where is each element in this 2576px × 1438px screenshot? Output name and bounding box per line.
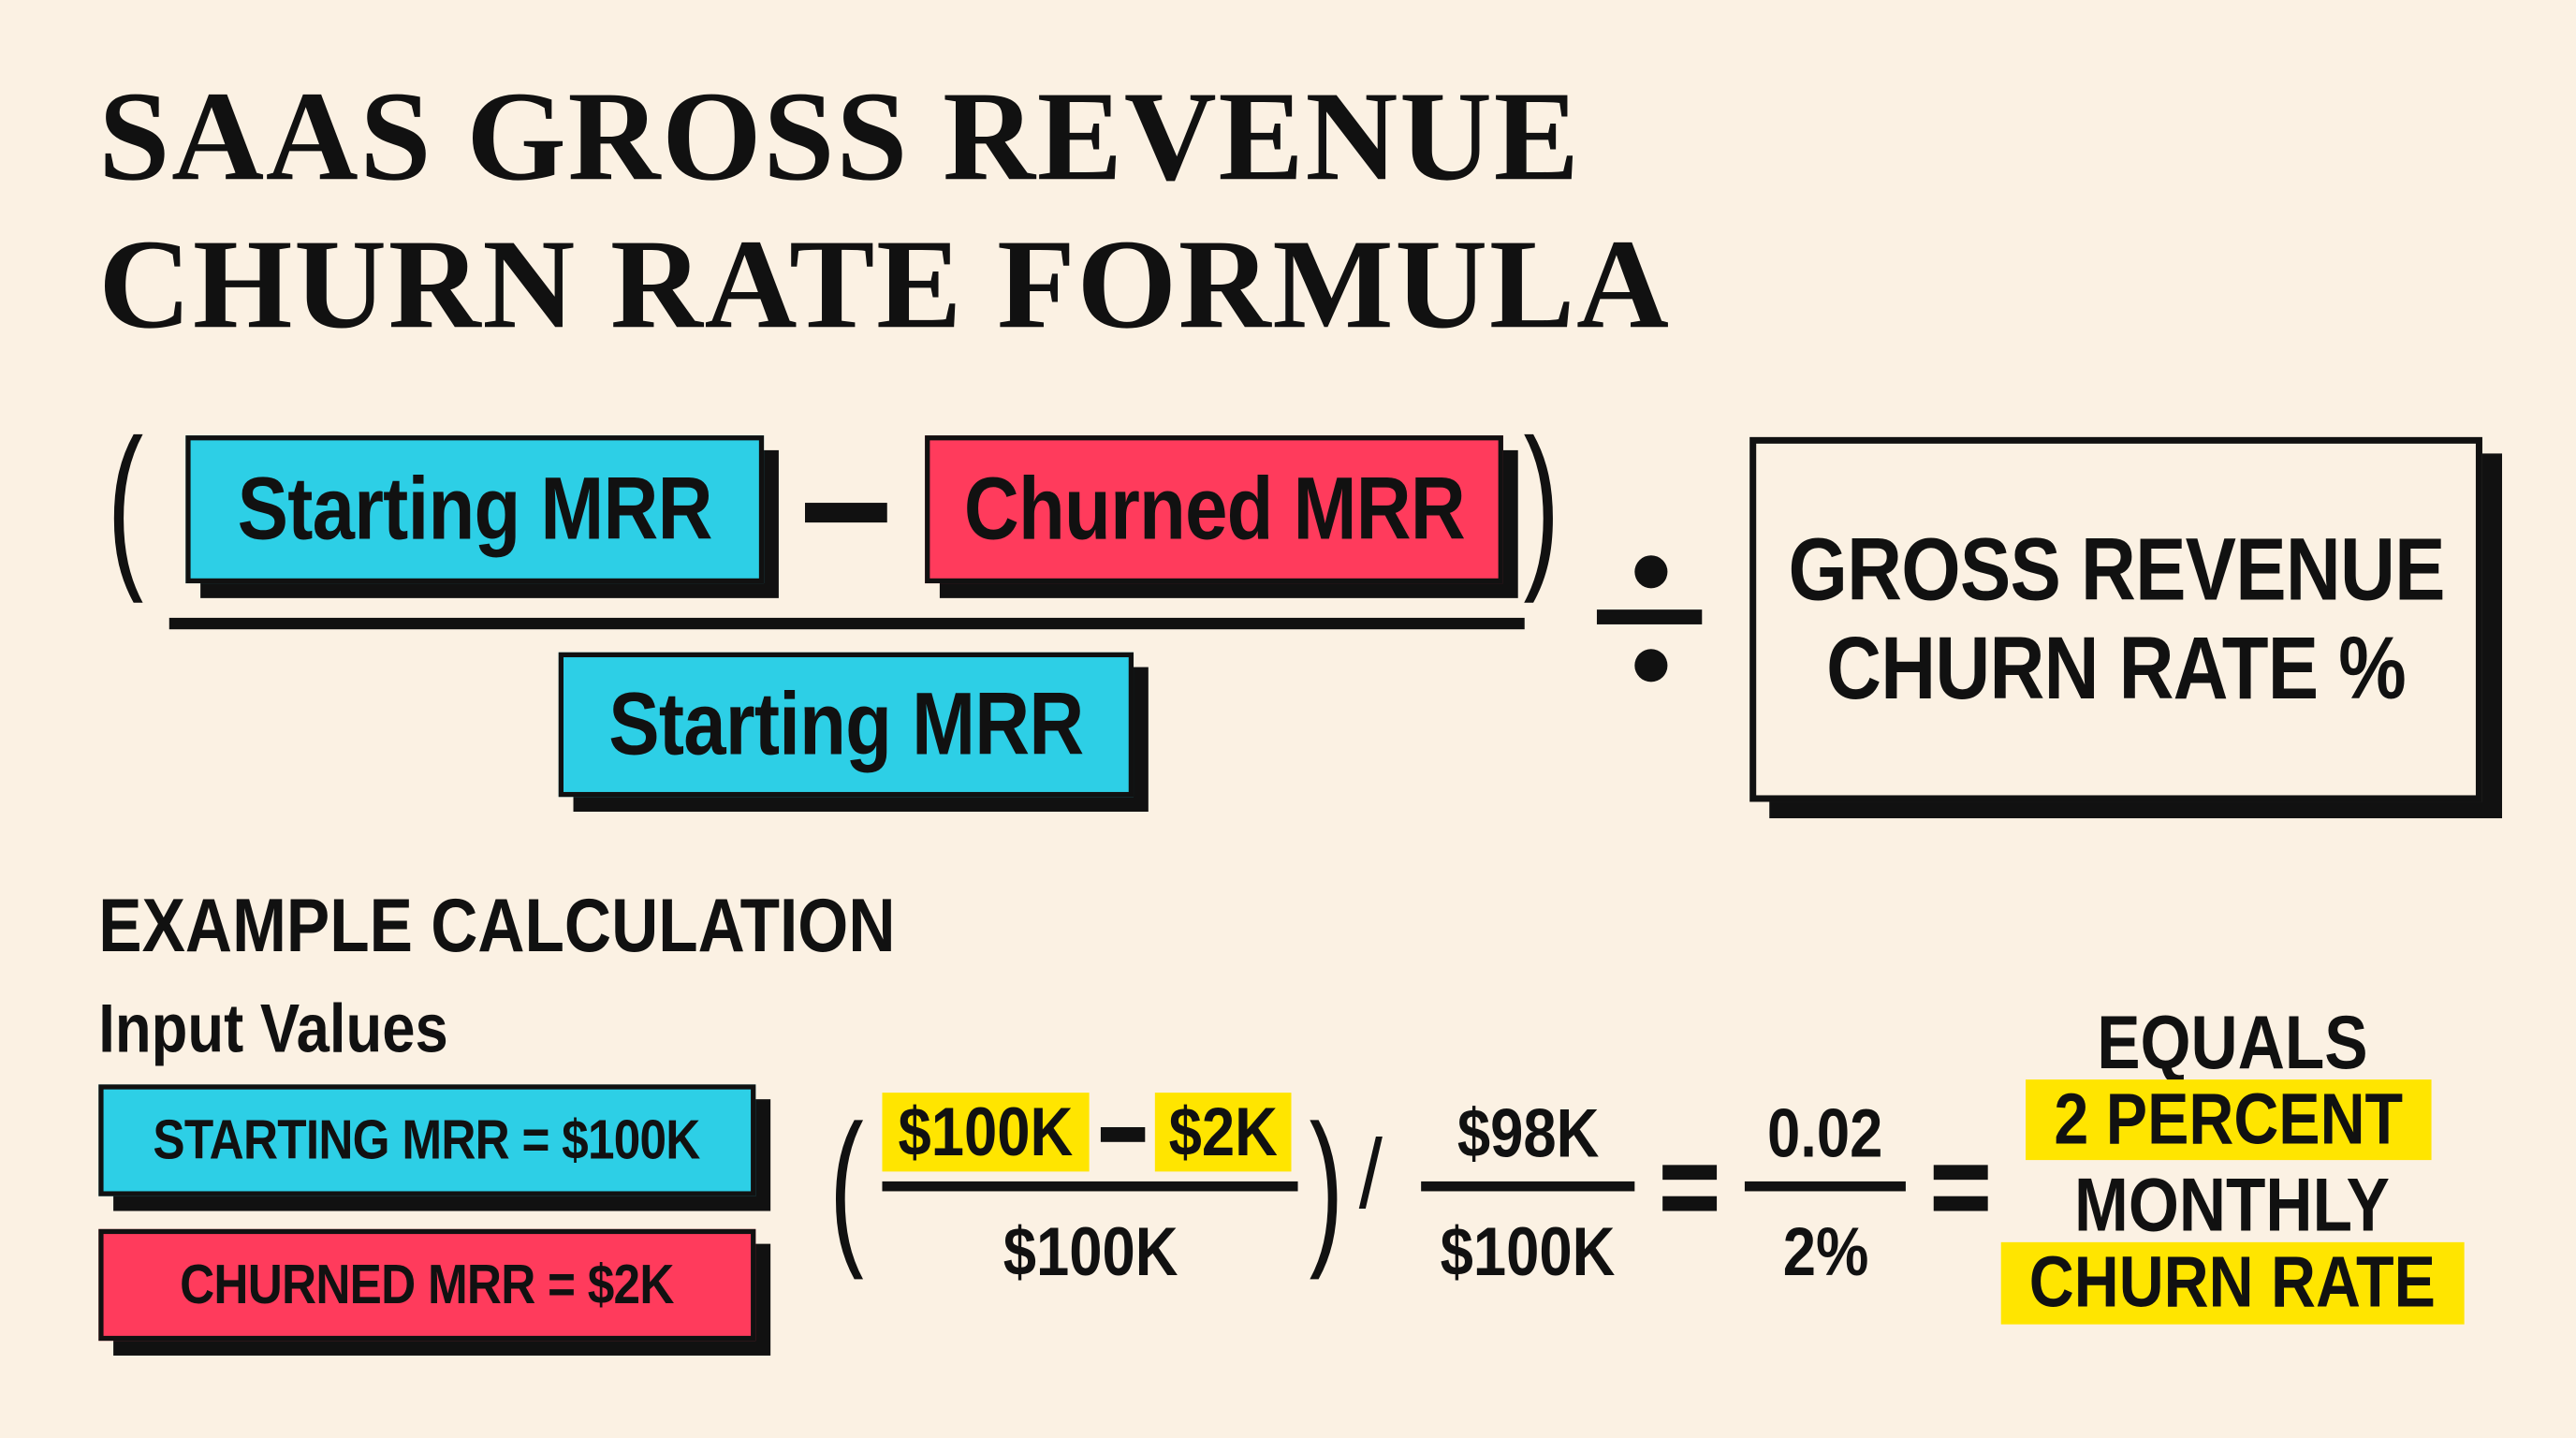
example-churned-value: $2K <box>1154 1093 1292 1172</box>
slash: / <box>1358 1119 1383 1229</box>
example-heading: EXAMPLE CALCULATION <box>98 882 896 968</box>
example-starting-value: $100K <box>882 1093 1090 1172</box>
frac3-denominator: 2% <box>1782 1212 1868 1290</box>
example-denominator: $100K <box>1003 1212 1178 1290</box>
frac2-line <box>1421 1181 1635 1192</box>
churned-mrr-label: Churned MRR <box>963 460 1466 559</box>
churned-mrr-box: Churned MRR <box>925 435 1503 584</box>
churned-mrr-input: CHURNED MRR = $2K <box>98 1228 756 1342</box>
monthly-label: MONTHLY <box>2074 1161 2391 1248</box>
minus-sign <box>804 503 887 523</box>
denominator-box: Starting MRR <box>558 652 1134 798</box>
result-line-1: GROSS REVENUE <box>1787 521 2445 620</box>
result-percent-highlight: 2 PERCENT <box>2026 1078 2432 1161</box>
fraction-line <box>168 617 1525 630</box>
churn-rate-highlight: CHURN RATE <box>2000 1241 2465 1325</box>
title-line-1: SAAS GROSS REVENUE <box>98 64 1581 208</box>
frac2-numerator: $98K <box>1456 1093 1600 1172</box>
open-paren: ( <box>107 402 144 605</box>
denominator-label: Starting MRR <box>608 675 1084 774</box>
starting-mrr-input: STARTING MRR = $100K <box>98 1084 756 1196</box>
example-close-paren: ) <box>1309 1091 1344 1282</box>
result-line-2: CHURN RATE % <box>1826 619 2407 718</box>
title-line-2: CHURN RATE FORMULA <box>98 212 1671 356</box>
result-box: GROSS REVENUE CHURN RATE % <box>1749 436 2482 802</box>
starting-mrr-box: Starting MRR <box>185 435 765 584</box>
input-values-label: Input Values <box>98 989 448 1067</box>
starting-mrr-label: Starting MRR <box>237 460 713 559</box>
close-paren: ) <box>1523 402 1560 605</box>
equals-label: EQUALS <box>2097 999 2368 1085</box>
frac3-numerator: 0.02 <box>1767 1093 1883 1172</box>
example-fraction-line <box>882 1181 1298 1192</box>
frac2-denominator: $100K <box>1440 1212 1616 1290</box>
example-open-paren: ( <box>829 1091 864 1282</box>
frac3-line <box>1744 1181 1906 1192</box>
example-minus <box>1100 1126 1146 1142</box>
